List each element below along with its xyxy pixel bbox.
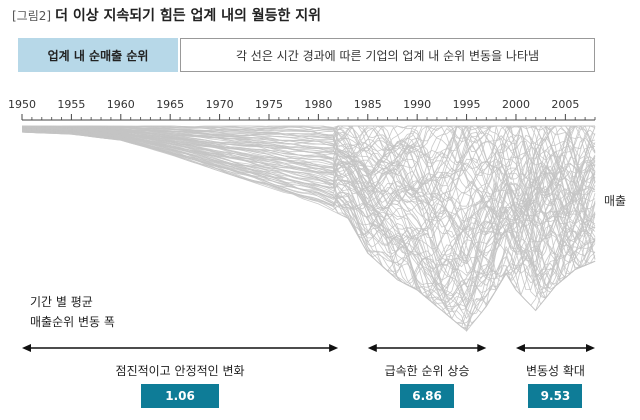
x-tick-label: 1965 [156, 98, 184, 111]
period-arrow-head-right [329, 344, 339, 352]
x-tick-label: 1985 [354, 98, 382, 111]
average-change-label-line2: 매출순위 변동 폭 [30, 315, 115, 329]
rank-change-chart: 1950 1955 1960 1965 1970 1975 1980 1985 1990 1995… [8, 98, 596, 352]
x-tick-label: 1980 [304, 98, 332, 111]
x-tick-label: 1975 [255, 98, 283, 111]
figure-tag: [그림2] [12, 9, 52, 23]
period-average-value: 9.53 [528, 384, 583, 408]
x-tick-label: 1995 [453, 98, 481, 111]
x-tick-label: 2000 [502, 98, 530, 111]
legend-label: 업계 내 순매출 순위 [18, 38, 178, 72]
x-tick-label: 1970 [206, 98, 234, 111]
company-rank-line [21, 131, 596, 330]
period-arrow-head-left [367, 344, 377, 352]
company-rank-line [21, 131, 596, 312]
company-rank-line [21, 125, 596, 212]
company-rank-line [21, 131, 596, 310]
x-tick-label: 1960 [107, 98, 135, 111]
figure-heading: 더 이상 지속되기 힘든 업계 내의 월등한 지위 [55, 8, 322, 24]
company-rank-line [21, 130, 596, 311]
average-change-label-line1: 기간 별 평균 [30, 295, 93, 309]
x-tick-label: 1955 [57, 98, 85, 111]
period-arrow-head-left [22, 344, 31, 352]
period-label: 점진적이고 안정적인 변화 [115, 364, 245, 378]
period-arrow-head-right [586, 344, 595, 352]
period-arrow-head-right [477, 344, 487, 352]
period-average-value: 6.86 [400, 384, 455, 408]
period-average-value: 1.06 [141, 384, 220, 408]
x-tick-label: 1950 [8, 98, 36, 111]
company-rank-line [21, 128, 596, 295]
period-label: 급속한 순위 상승 [384, 364, 470, 378]
period-arrow-head-left [515, 344, 525, 352]
legend-description: 각 선은 시간 경과에 따른 기업의 업계 내 순위 변동을 나타냄 [180, 38, 595, 72]
figure-title: [그림2] 더 이상 지속되기 힘든 업계 내의 월등한 지위 [12, 5, 321, 27]
y-axis-label: 매출 [604, 194, 627, 208]
average-change-label: 기간 별 평균 매출순위 변동 폭 [30, 292, 115, 332]
x-tick-label: 2005 [551, 98, 579, 111]
company-rank-line [21, 131, 596, 303]
period-label: 변동성 확대 [525, 364, 585, 378]
x-tick-label: 1990 [403, 98, 431, 111]
